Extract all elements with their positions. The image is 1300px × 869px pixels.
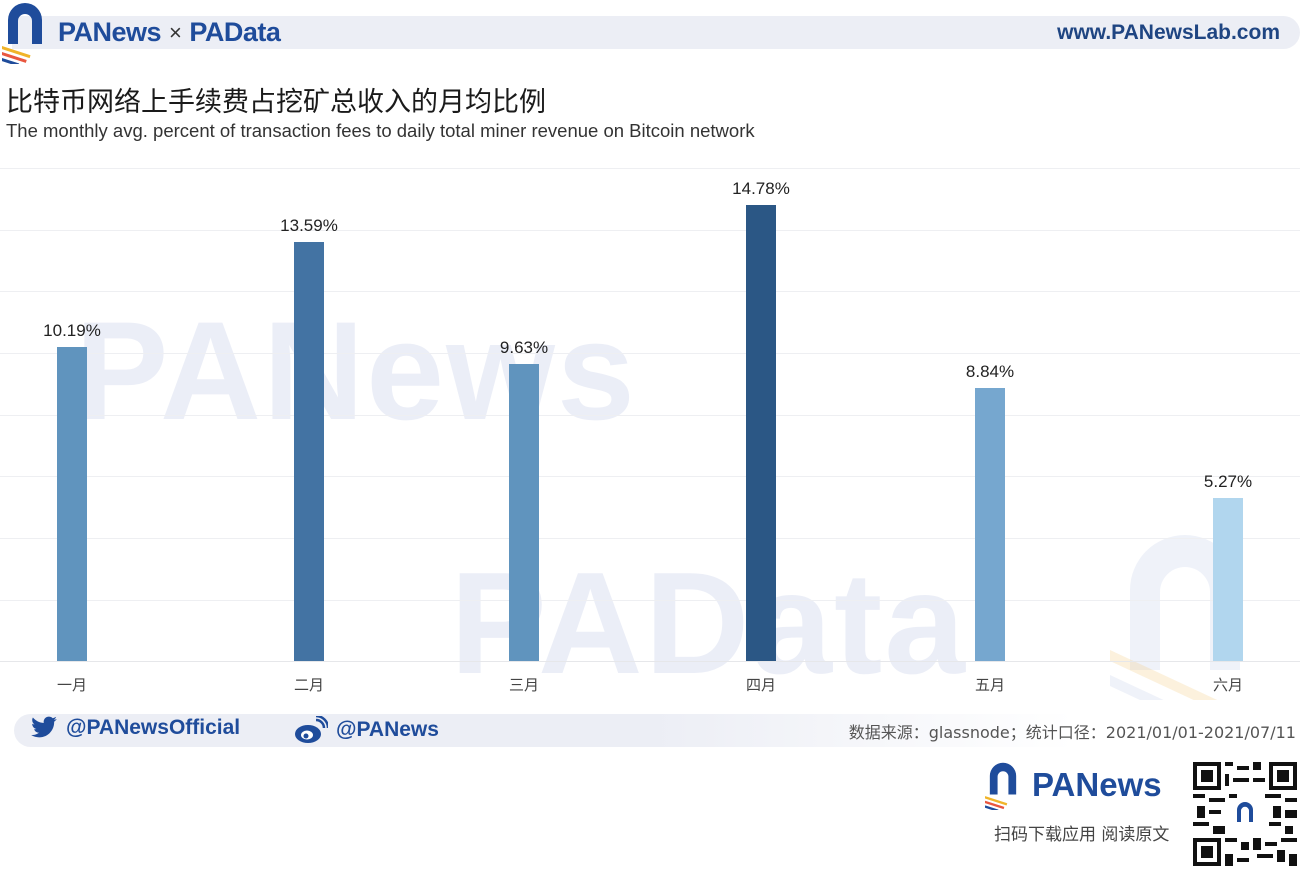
bar-value-label: 13.59% [280, 215, 338, 235]
chart-title-en: The monthly avg. percent of transaction … [6, 120, 755, 141]
bar-value-label: 8.84% [965, 362, 1015, 382]
x-axis-category-label: 三月 [508, 676, 539, 694]
weibo-handle-text: @PANews [336, 718, 439, 741]
panews-promo-logo-icon [985, 762, 1017, 810]
twitter-handle[interactable]: @PANewsOfficial [30, 716, 240, 740]
bar[interactable] [746, 205, 776, 661]
twitter-handle-text: @PANewsOfficial [66, 716, 241, 739]
bar[interactable] [57, 346, 87, 661]
promo-text: 扫码下载应用 阅读原文 [994, 825, 1170, 845]
x-axis-category-label: 六月 [1212, 676, 1243, 694]
bar[interactable] [1213, 498, 1243, 661]
gridline [0, 230, 1300, 231]
footer-band [14, 714, 1074, 747]
panews-logo-icon [2, 3, 42, 64]
gridline [0, 291, 1300, 292]
brand-title: PANews × PAData [58, 17, 281, 48]
site-url[interactable]: www.PANewsLab.com [1057, 21, 1280, 44]
brand-separator: × [169, 19, 182, 45]
watermark-logo-icon [1110, 535, 1240, 700]
bar[interactable] [509, 363, 539, 661]
bar[interactable] [294, 241, 324, 661]
data-source-note: 数据来源：glassnode；统计口径：2021/01/01-2021/07/1… [848, 723, 1296, 742]
brand-padata: PAData [189, 17, 281, 47]
header-band [12, 16, 1300, 49]
qr-code-icon[interactable] [1193, 762, 1297, 866]
x-axis-line [0, 661, 1300, 662]
promo-brand: PANews [1032, 766, 1162, 803]
brand-panews: PANews [58, 17, 162, 47]
x-axis-category-label: 四月 [745, 676, 776, 694]
gridline [0, 538, 1300, 539]
bar-value-label: 5.27% [1203, 472, 1253, 492]
gridline [0, 415, 1300, 416]
gridline [0, 476, 1300, 477]
bar[interactable] [975, 388, 1005, 661]
weibo-icon [295, 716, 328, 743]
bar-value-label: 10.19% [43, 320, 101, 340]
bar-value-label: 9.63% [499, 337, 549, 357]
weibo-handle[interactable]: @PANews [294, 716, 439, 744]
chart-title-cn: 比特币网络上手续费占挖矿总收入的月均比例 [6, 87, 546, 118]
gridline [0, 353, 1300, 354]
twitter-icon [31, 716, 57, 738]
bar-value-label: 14.78% [732, 179, 790, 198]
gridline [0, 168, 1300, 169]
x-axis-category-label: 一月 [56, 676, 87, 694]
x-axis-category-label: 二月 [293, 676, 324, 694]
gridline [0, 600, 1300, 601]
x-axis-category-label: 五月 [974, 676, 1005, 694]
chart-plot-area [0, 168, 1300, 662]
